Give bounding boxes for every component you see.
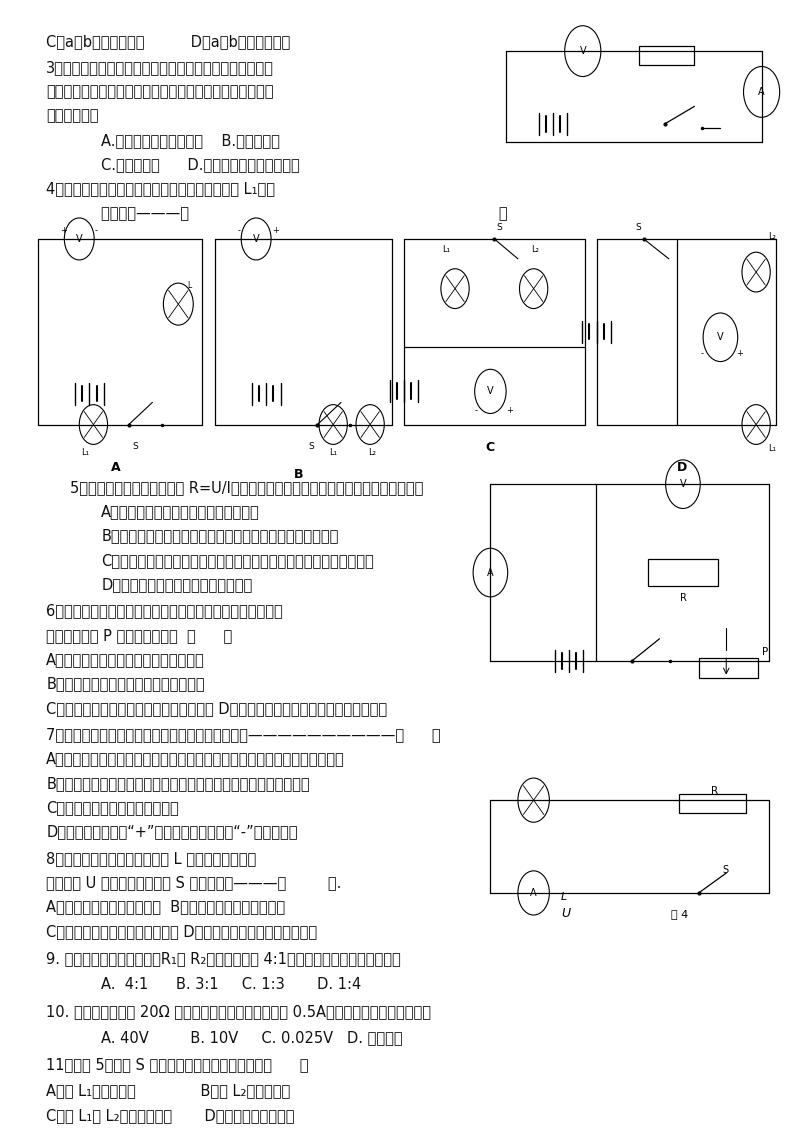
Text: 变阴器的滑片 P 向右端移动，则  （      ）: 变阴器的滑片 P 向右端移动，则 （ ） (46, 628, 233, 642)
Text: R: R (680, 594, 686, 603)
Text: A: A (487, 568, 494, 578)
Text: C、灯 L₁和 L₂两端的总电压       D、以上说法均不正确: C、灯 L₁和 L₂两端的总电压 D、以上说法均不正确 (46, 1108, 294, 1123)
Text: S: S (496, 223, 502, 232)
Text: 6、如图所示的电路中，电源电压不变，开关闭合后，若滑动: 6、如图所示的电路中，电源电压不变，开关闭合后，若滑动 (46, 604, 283, 619)
Text: +: + (61, 226, 67, 235)
Text: D、导体的电阴与导体中的电流成反比: D、导体的电阴与导体中的电流成反比 (102, 577, 253, 592)
Bar (698, 657, 758, 677)
Text: V: V (253, 234, 259, 244)
Text: C、导体的电阴既与导体两端的电压成正比，又与导体中的电流成反比: C、导体的电阴既与导体两端的电压成正比，又与导体中的电流成反比 (102, 553, 374, 568)
Text: L₂: L₂ (531, 245, 539, 254)
Text: D: D (677, 461, 687, 474)
Text: S: S (308, 442, 314, 451)
Text: 电源电压 U 保持不变，当开关 S 闭合时，则———（         ）.: 电源电压 U 保持不变，当开关 S 闭合时，则———（ ）. (46, 875, 342, 890)
Text: L₁: L₁ (82, 449, 90, 457)
Text: A、灯变亮，电流表读数变大  B、灯变暗，电流表读数变小: A、灯变亮，电流表读数变大 B、灯变暗，电流表读数变小 (46, 899, 286, 915)
Text: A、如不能估计被测电压、电流的大小，可取电表的任意两个接线柱进行试触: A、如不能估计被测电压、电流的大小，可取电表的任意两个接线柱进行试触 (46, 751, 345, 767)
Text: L: L (187, 280, 191, 290)
Text: R: R (710, 786, 718, 795)
Text: 11、如图 5，开关 S 闭合后，电压表测出的电压是（      ）: 11、如图 5，开关 S 闭合后，电压表测出的电压是（ ） (46, 1057, 309, 1072)
Text: 图 4: 图 4 (671, 909, 689, 920)
Text: V: V (717, 333, 724, 343)
Text: 7、关于电流表和电压表的使用，下列说法错误的是——————————（      ）: 7、关于电流表和电压表的使用，下列说法错误的是——————————（ ） (46, 727, 441, 742)
Text: 8、如图所示的电路中，小灯泡 L 恰能正常发光，若: 8、如图所示的电路中，小灯泡 L 恰能正常发光，若 (46, 851, 257, 866)
Text: C、灯亮度不变，电流表读数变大 D、灯亮度不变，电流表读数变小: C、灯亮度不变，电流表读数变大 D、灯亮度不变，电流表读数变小 (46, 924, 318, 939)
Text: C、电流表的示数减小，电压表的示数增大 D、电流表的示数增大，电压表的示数减小: C、电流表的示数减小，电压表的示数增大 D、电流表的示数增大，电压表的示数减小 (46, 701, 387, 716)
Text: S: S (133, 442, 138, 451)
Text: C、a、b都是电压表；          D、a、b都是电流表。: C、a、b都是电压表； D、a、b都是电流表。 (46, 35, 290, 50)
Text: +: + (736, 349, 743, 359)
Text: V: V (76, 234, 82, 244)
Text: -: - (238, 226, 240, 235)
Bar (679, 794, 746, 813)
Text: 10. 一只标有电阴值 20Ω 的定值电阴，若通过的电流是 0.5A，那么电阴两端的电压是：: 10. 一只标有电阴值 20Ω 的定值电阴，若通过的电流是 0.5A，那么电阴两… (46, 1004, 431, 1019)
Text: A、电压表的示数和电流表的示数都增大: A、电压表的示数和电流表的示数都增大 (46, 653, 205, 667)
Text: L₂: L₂ (768, 232, 776, 241)
Text: A.  4:1      B. 3:1     C. 1:3       D. 1:4: A. 4:1 B. 3:1 C. 1:3 D. 1:4 (102, 977, 362, 992)
Text: L: L (561, 891, 567, 901)
Text: C.电压表损坏      D.电流表、电压表都不损坏: C.电压表损坏 D.电流表、电压表都不损坏 (102, 157, 300, 172)
Text: -: - (701, 349, 704, 359)
Text: B、电压表的示数和电流表的示数都减小: B、电压表的示数和电流表的示数都减小 (46, 676, 205, 691)
Text: A.电流表、电压表均损坏    B.电流表损坏: A.电流表、电压表均损坏 B.电流表损坏 (102, 132, 280, 148)
Text: D、都必须使电流从“+”接线柱流进电表，从“-”接线柱流出: D、都必须使电流从“+”接线柱流进电表，从“-”接线柱流出 (46, 824, 298, 839)
Text: A. 40V         B. 10V     C. 0.025V   D. 条件不足: A. 40V B. 10V C. 0.025V D. 条件不足 (102, 1030, 403, 1045)
Text: 4、在图所示的电路图中，能用电压表正确测出灯 L₁两端: 4、在图所示的电路图中，能用电压表正确测出灯 L₁两端 (46, 181, 275, 197)
Text: 3、如图所示为测定电阴的电路图。如果某同学在操作中两: 3、如图所示为测定电阴的电路图。如果某同学在操作中两 (46, 60, 274, 75)
Text: S: S (722, 865, 729, 875)
Bar (647, 560, 718, 586)
Text: A、导体的电阴与导体两端的电压成正比: A、导体的电阴与导体两端的电压成正比 (102, 504, 260, 519)
Text: B: B (294, 467, 304, 481)
Text: 5、根据欧姆定律可导出公式 R=U/I，依此可测定导体的电阴，下列说法中正确的是：: 5、根据欧姆定律可导出公式 R=U/I，依此可测定导体的电阴，下列说法中正确的是… (70, 480, 423, 494)
Text: P: P (762, 647, 768, 657)
Text: V: V (680, 480, 686, 490)
Bar (639, 45, 694, 66)
Text: S: S (636, 223, 642, 232)
Text: -: - (95, 226, 98, 235)
Text: A: A (110, 461, 120, 474)
Text: A: A (530, 888, 537, 898)
Text: B、导体的电阴与本身的材料和属性有关，与电压、电流无关: B、导体的电阴与本身的材料和属性有关，与电压、电流无关 (102, 528, 338, 543)
Text: 9. 两只电阴组成串联电路，R₁与 R₂电阴值之比是 4:1，这两只电阴两端电压之比：: 9. 两只电阴组成串联电路，R₁与 R₂电阴值之比是 4:1，这两只电阴两端电压… (46, 951, 401, 967)
Text: L₁: L₁ (442, 245, 450, 254)
Text: V: V (487, 387, 494, 396)
Text: C、测量前都必须选择合适的量程: C、测量前都必须选择合适的量程 (46, 800, 179, 815)
Text: U: U (561, 907, 570, 921)
Text: A: A (758, 87, 765, 97)
Text: B、电压表可直接测量电源电压，而电流表不能直接接在电源两极间: B、电压表可直接测量电源电压，而电流表不能直接接在电源两极间 (46, 776, 310, 791)
Text: V: V (579, 46, 586, 57)
Text: L₁: L₁ (768, 444, 776, 454)
Text: +: + (506, 406, 513, 415)
Text: -: - (474, 406, 478, 415)
Text: 则开关闭合后: 则开关闭合后 (46, 109, 98, 123)
Text: L₂: L₂ (369, 449, 377, 457)
Text: A、灯 L₁两端的电压              B、灯 L₂两端的电压: A、灯 L₁两端的电压 B、灯 L₂两端的电压 (46, 1083, 290, 1098)
Text: +: + (272, 226, 278, 235)
Text: 电表的量程选择正确，但不慎将两电表的位置对调了一下，: 电表的量程选择正确，但不慎将两电表的位置对调了一下， (46, 85, 274, 100)
Text: L₁: L₁ (330, 449, 338, 457)
Text: C: C (485, 441, 494, 454)
Text: 电压的是———（                                                                   ）: 电压的是———（ ） (102, 206, 508, 221)
